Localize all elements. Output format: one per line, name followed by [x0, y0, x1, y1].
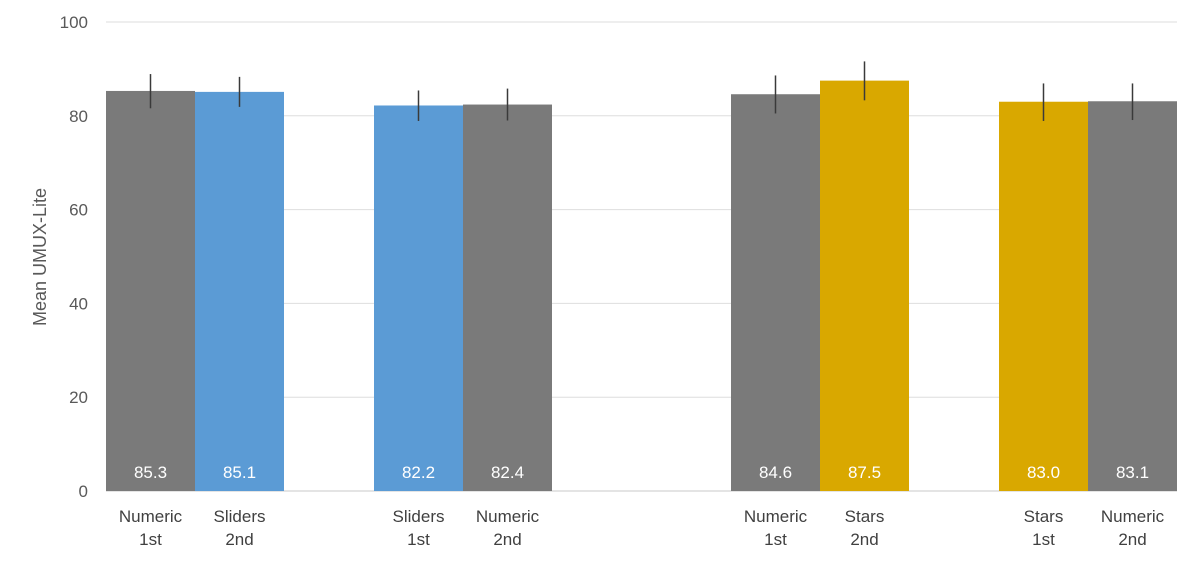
x-tick-label: Numeric [119, 507, 183, 526]
data-label: 83.0 [1027, 463, 1060, 482]
x-tick-label: Sliders [393, 507, 445, 526]
y-tick-label: 40 [69, 294, 88, 313]
y-tick-label: 0 [79, 482, 88, 501]
x-tick-label: 1st [407, 530, 430, 549]
x-tick-label: Stars [845, 507, 885, 526]
bar [195, 91, 284, 492]
y-tick-label: 20 [69, 388, 88, 407]
x-tick-label: 2nd [225, 530, 253, 549]
data-label: 82.2 [402, 463, 435, 482]
data-label: 87.5 [848, 463, 881, 482]
x-tick-label: 1st [764, 530, 787, 549]
gridlines [106, 21, 1177, 492]
bar [463, 104, 552, 491]
x-tick-label: Numeric [476, 507, 540, 526]
x-tick-label: Stars [1024, 507, 1064, 526]
bar [731, 94, 820, 491]
x-tick-label: 2nd [850, 530, 878, 549]
data-label: 85.3 [134, 463, 167, 482]
data-label: 85.1 [223, 463, 256, 482]
x-tick-label: 1st [1032, 530, 1055, 549]
x-tick-label: 2nd [1118, 530, 1146, 549]
y-tick-label: 80 [69, 107, 88, 126]
bars: 85.3 85.1 82.2 82.4 84.6 87.5 83.0 83.1 [106, 61, 1177, 492]
y-axis-label: Mean UMUX-Lite [30, 188, 50, 326]
data-label: 83.1 [1116, 463, 1149, 482]
x-tick-label: Numeric [744, 507, 808, 526]
y-axis-ticks: 0 20 40 60 80 100 [60, 13, 88, 501]
x-axis-labels: Numeric 1st Sliders 2nd Sliders 1st Numeric 2nd… [119, 507, 1165, 549]
x-tick-label: Sliders [214, 507, 266, 526]
x-tick-label: 1st [139, 530, 162, 549]
bar [999, 101, 1088, 491]
bar [820, 80, 909, 491]
bar [106, 90, 195, 492]
data-label: 84.6 [759, 463, 792, 482]
data-label: 82.4 [491, 463, 524, 482]
bar [1088, 101, 1177, 492]
bar [374, 105, 463, 492]
y-tick-label: 100 [60, 13, 88, 32]
x-tick-label: Numeric [1101, 507, 1165, 526]
y-tick-label: 60 [69, 201, 88, 220]
x-tick-label: 2nd [493, 530, 521, 549]
